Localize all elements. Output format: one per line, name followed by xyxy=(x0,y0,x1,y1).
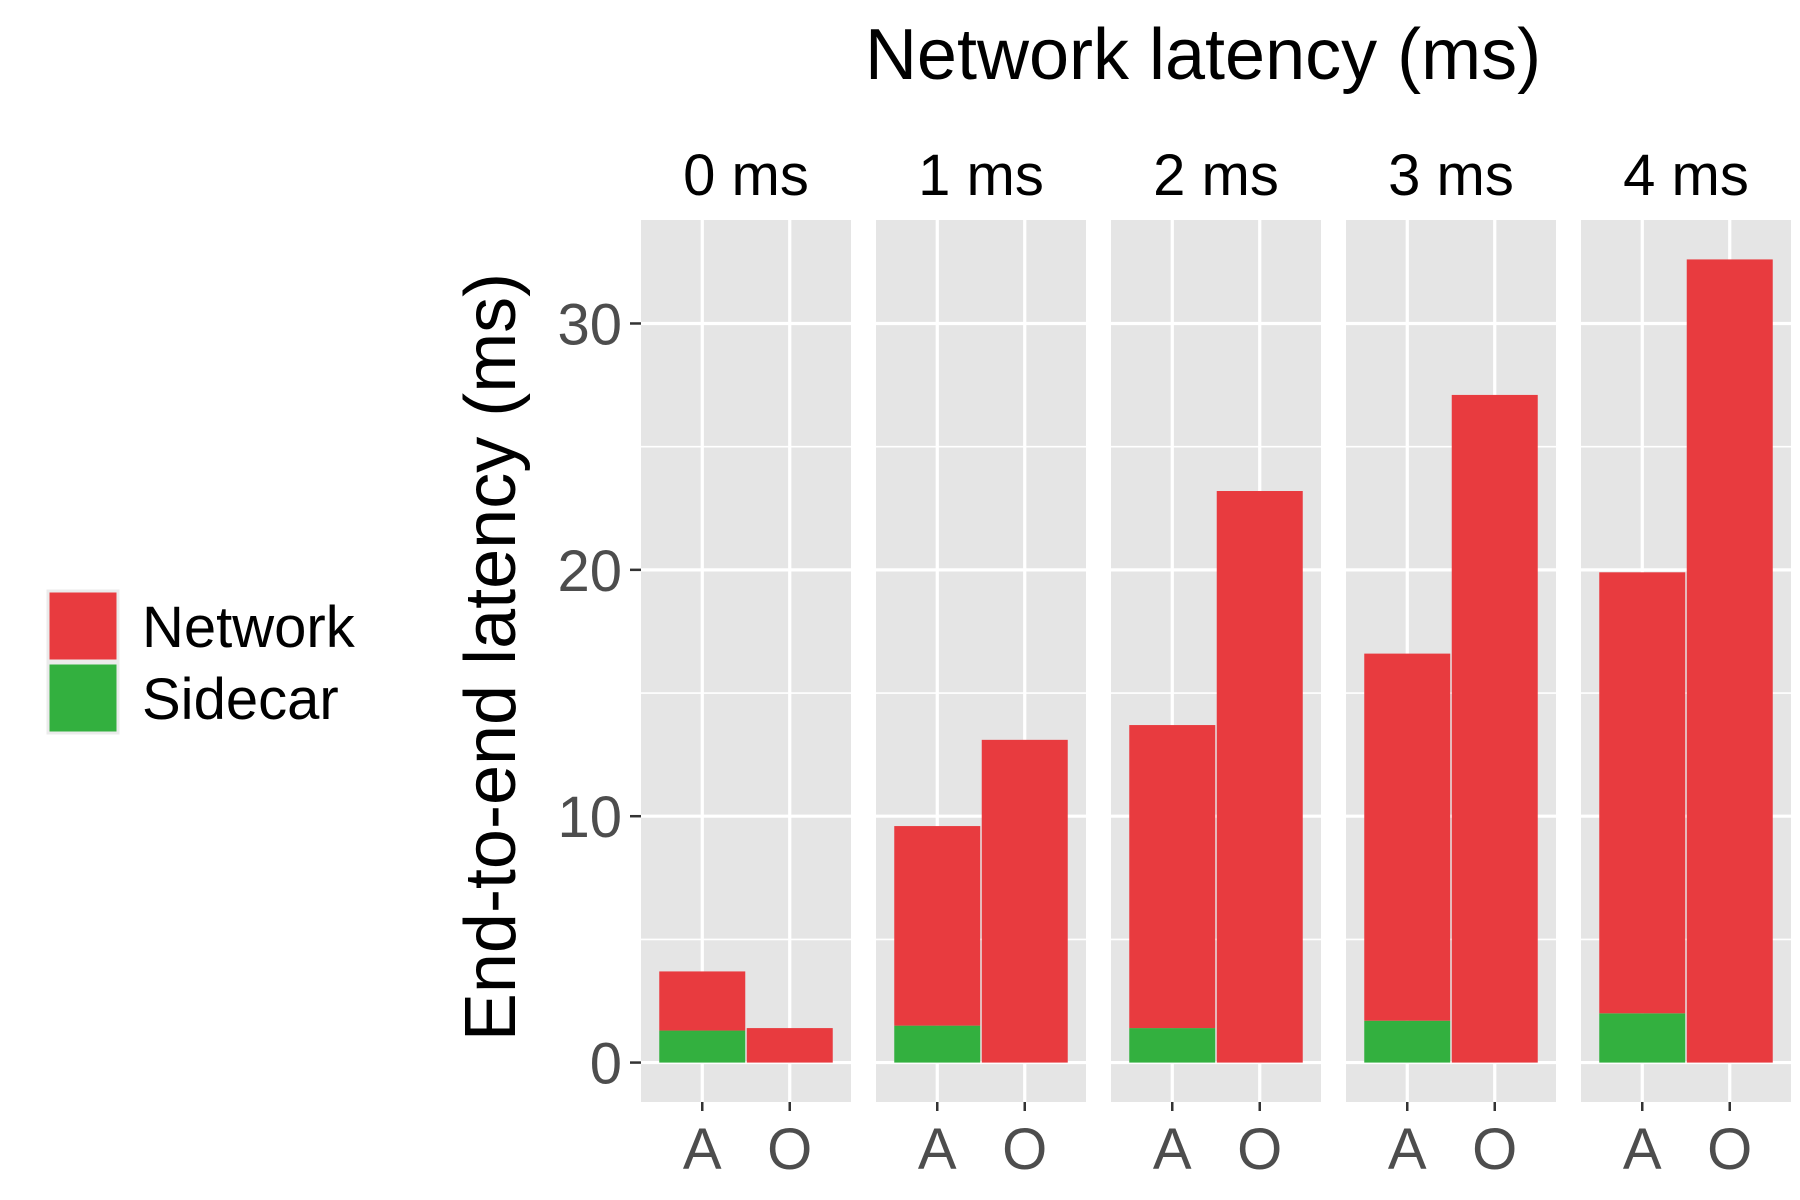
facet-panel: 4 ms A O xyxy=(1581,143,1791,1182)
bar-segment-sidecar xyxy=(1129,1028,1216,1063)
x-tick-label: O xyxy=(1237,1117,1282,1182)
x-tick-label: A xyxy=(683,1117,722,1182)
x-tick-label: A xyxy=(1388,1117,1427,1182)
y-axis: 0 10 20 30 xyxy=(557,292,641,1097)
facet-panel: 1 ms A O xyxy=(876,143,1086,1182)
chart-title: Network latency (ms) xyxy=(865,15,1541,95)
y-axis-label: End-to-end latency (ms) xyxy=(451,273,531,1041)
x-tick-label: A xyxy=(1623,1117,1662,1182)
facet-strip-label: 0 ms xyxy=(683,143,809,208)
bar-segment-network xyxy=(746,1028,833,1063)
facet-panels: 0 msA O1 msA O2 msA O3 msA O4 msA O xyxy=(641,143,1791,1182)
bar-segment-network xyxy=(1129,725,1216,1029)
panel-background xyxy=(641,220,851,1102)
bar-segment-network xyxy=(1686,259,1773,1063)
x-tick-label: O xyxy=(767,1117,812,1182)
facet-strip-label: 2 ms xyxy=(1153,143,1279,208)
bar-segment-network xyxy=(1599,572,1686,1014)
bar-segment-network xyxy=(1364,653,1451,1021)
x-tick-label: O xyxy=(1472,1117,1517,1182)
bar-segment-network xyxy=(1216,491,1303,1063)
legend-label-sidecar: Sidecar xyxy=(142,667,339,732)
facet-strip-label: 1 ms xyxy=(918,143,1044,208)
bar-segment-network xyxy=(659,971,746,1031)
bar-segment-sidecar xyxy=(659,1030,746,1063)
bar-segment-sidecar xyxy=(1364,1020,1451,1063)
bar-segment-sidecar xyxy=(1599,1013,1686,1063)
facet-panel: 0 ms A O xyxy=(641,143,851,1182)
legend-swatch-network xyxy=(46,589,120,663)
x-tick-label: A xyxy=(1153,1117,1192,1182)
bar-segment-sidecar xyxy=(894,1025,981,1063)
bar-segment-network xyxy=(1451,394,1538,1063)
y-tick-label: 10 xyxy=(557,785,622,850)
legend-swatch-sidecar xyxy=(46,661,120,735)
legend: Network Sidecar xyxy=(46,589,356,735)
bar-segment-network xyxy=(981,739,1068,1063)
y-tick-label: 20 xyxy=(557,539,622,604)
x-tick-label: O xyxy=(1707,1117,1752,1182)
legend-label-network: Network xyxy=(142,595,356,660)
y-tick-label: 30 xyxy=(557,292,622,357)
x-tick-label: A xyxy=(918,1117,957,1182)
x-tick-label: O xyxy=(1002,1117,1047,1182)
facet-strip-label: 3 ms xyxy=(1388,143,1514,208)
facet-panel: 3 ms A O xyxy=(1346,143,1556,1182)
facet-panel: 2 ms A O xyxy=(1111,143,1321,1182)
bar-segment-network xyxy=(894,826,981,1026)
y-tick-label: 0 xyxy=(590,1032,622,1097)
facet-strip-label: 4 ms xyxy=(1623,143,1749,208)
